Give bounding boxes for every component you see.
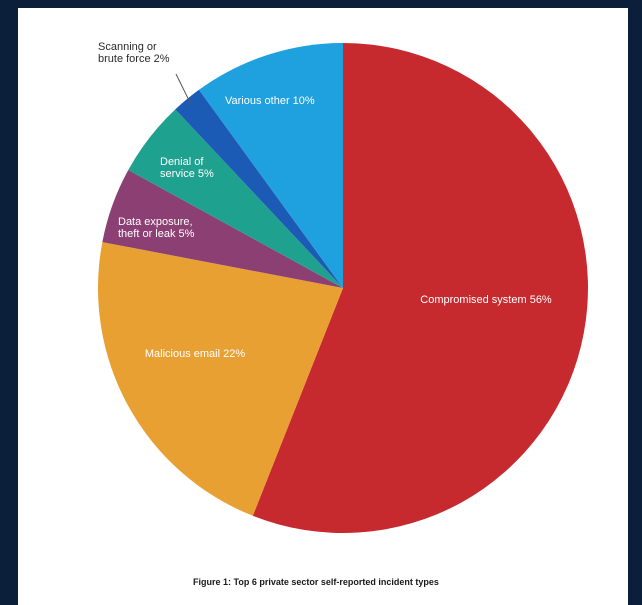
slice-label: Denial of service 5% xyxy=(160,156,214,180)
pie-slice-data-exposure-theft-or-leak xyxy=(102,169,343,288)
slice-label: Scanning or brute force 2% xyxy=(98,41,170,65)
pie-slices xyxy=(97,43,588,534)
slice-label: Various other 10% xyxy=(225,95,315,107)
pie-slice-denial-of-service xyxy=(128,109,343,289)
pie-slice-scanning-or-brute-force xyxy=(175,89,343,288)
leader-line xyxy=(175,73,192,105)
slice-label: Data exposure, theft or leak 5% xyxy=(118,216,195,240)
slice-label: Malicious email 22% xyxy=(145,348,245,360)
slice-label: Compromised system 56% xyxy=(420,294,552,306)
slice-labels: Compromised system 56% Malicious email 22… xyxy=(98,41,552,360)
pie-slice-various-other xyxy=(198,43,343,288)
pie-slice-compromised-system xyxy=(252,43,588,534)
pie-slice-malicious-email xyxy=(97,242,343,516)
figure-caption: Figure 1: Top 6 private sector self-repo… xyxy=(193,577,439,587)
